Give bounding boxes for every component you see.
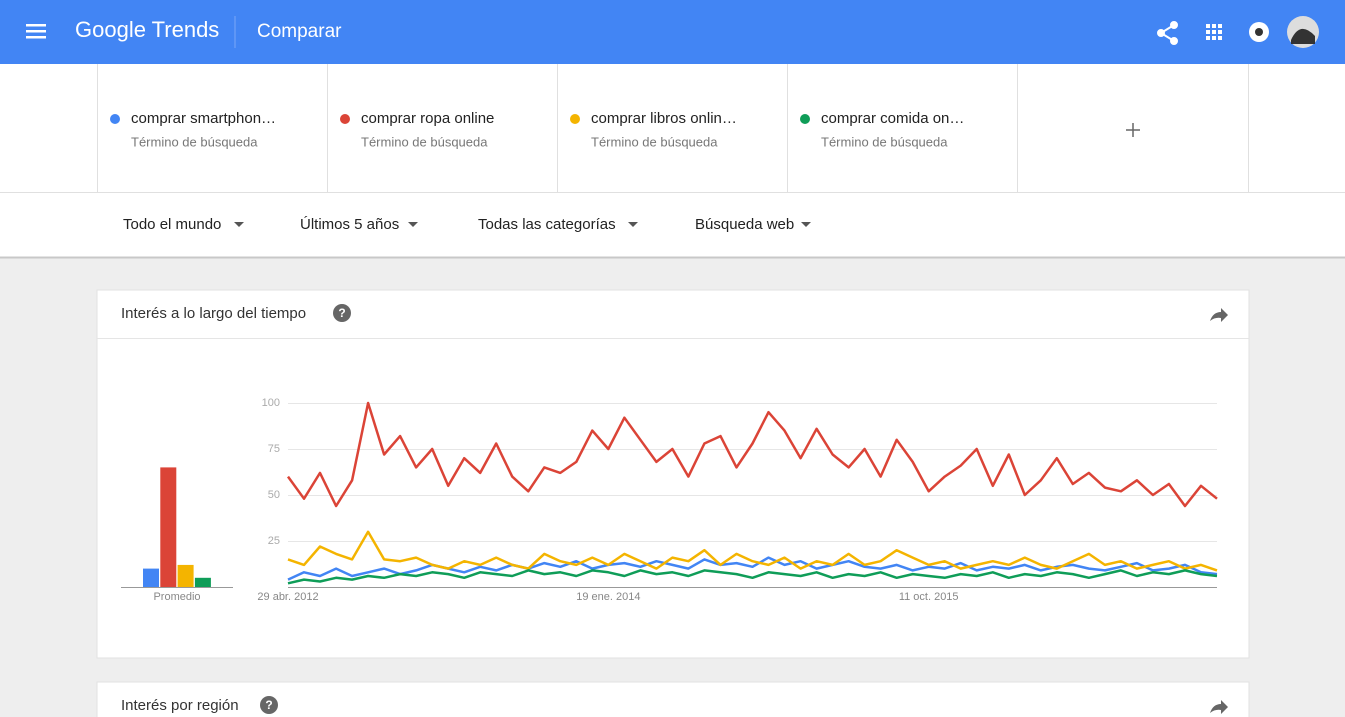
- filters: Todo el mundo Últimos 5 años Todas las cat…: [123, 216, 811, 233]
- apps-button[interactable]: [1206, 24, 1222, 40]
- chart: Promedio 25 50 75 100 29 abr. 2012 19 ene. 201…: [121, 397, 1218, 603]
- x-tick-label: 29 abr. 2012: [257, 591, 318, 603]
- dropdown-arrow: [628, 222, 638, 227]
- y-tick-label: 75: [268, 443, 280, 455]
- term-card[interactable]: comprar smartphon… Término de búsqueda: [110, 110, 276, 149]
- filters-bar: [0, 193, 1345, 257]
- term-card[interactable]: comprar libros onlin… Término de búsqueda: [570, 110, 737, 149]
- card: [96, 289, 1250, 659]
- term-type: Término de búsqueda: [131, 134, 258, 149]
- filter-dropdown[interactable]: Todo el mundo: [123, 216, 244, 233]
- series-line: [287, 569, 1218, 585]
- share-button[interactable]: [1157, 21, 1178, 45]
- term-dividers: [0, 64, 1345, 193]
- x-tick-label: 19 ene. 2014: [576, 591, 640, 603]
- bar: [143, 568, 159, 587]
- dropdown-arrow: [801, 222, 811, 227]
- term-type: Término de búsqueda: [591, 134, 718, 149]
- series-line: [286, 401, 1218, 508]
- svg-text:?: ?: [265, 698, 272, 712]
- dropdown-arrow: [234, 222, 244, 227]
- share-card-button[interactable]: [1210, 308, 1228, 322]
- legend-dot: [340, 114, 350, 124]
- card-title: Interés por región: [121, 697, 239, 714]
- series-line: [287, 530, 1218, 572]
- terms-bar: [0, 64, 1345, 192]
- add-term-button[interactable]: [1126, 123, 1140, 137]
- filter-dropdown[interactable]: Búsqueda web: [695, 216, 811, 233]
- term-card[interactable]: comprar ropa online Término de búsqueda: [340, 110, 494, 149]
- term-cards: comprar smartphon…Término de búsquedacom…: [110, 110, 964, 149]
- term-type: Término de búsqueda: [361, 134, 488, 149]
- notifications-button[interactable]: [1249, 22, 1269, 42]
- filter-label: Todo el mundo: [123, 216, 221, 233]
- avatar[interactable]: [1287, 16, 1319, 48]
- card-title: Interés a lo largo del tiempo: [121, 305, 306, 322]
- y-tick-label: 25: [268, 535, 280, 547]
- dropdown-arrow: [408, 222, 418, 227]
- x-tick-label: 11 oct. 2015: [899, 591, 959, 603]
- bar: [160, 467, 177, 587]
- logo[interactable]: Google Trends: [75, 17, 219, 42]
- term-type: Término de búsqueda: [821, 134, 948, 149]
- term-name: comprar ropa online: [361, 110, 494, 127]
- svg-text:?: ?: [338, 306, 345, 320]
- filter-dropdown[interactable]: Todas las categorías: [478, 216, 638, 233]
- app-bar: [0, 0, 1345, 64]
- help-icon[interactable]: ?: [260, 696, 278, 714]
- menu-button[interactable]: [26, 24, 46, 39]
- legend-dot: [110, 114, 120, 124]
- filter-label: Últimos 5 años: [300, 216, 399, 233]
- card: [96, 681, 1250, 717]
- page-title: Comparar: [257, 21, 342, 42]
- bar: [194, 577, 211, 587]
- term-name: comprar smartphon…: [131, 110, 276, 127]
- share-card-button[interactable]: [1210, 700, 1228, 714]
- filter-label: Todas las categorías: [478, 216, 616, 233]
- legend-dot: [570, 114, 580, 124]
- legend-dot: [800, 114, 810, 124]
- y-tick-label: 50: [268, 489, 280, 501]
- filter-label: Búsqueda web: [695, 216, 794, 233]
- x-axis-label: Promedio: [153, 591, 200, 603]
- y-tick-label: 100: [262, 397, 280, 409]
- term-name: comprar libros onlin…: [591, 110, 737, 127]
- bar: [177, 564, 194, 587]
- term-card[interactable]: comprar comida on… Término de búsqueda: [800, 110, 964, 149]
- help-icon[interactable]: ?: [333, 304, 351, 322]
- filter-dropdown[interactable]: Últimos 5 años: [300, 216, 418, 233]
- term-name: comprar comida on…: [821, 110, 964, 127]
